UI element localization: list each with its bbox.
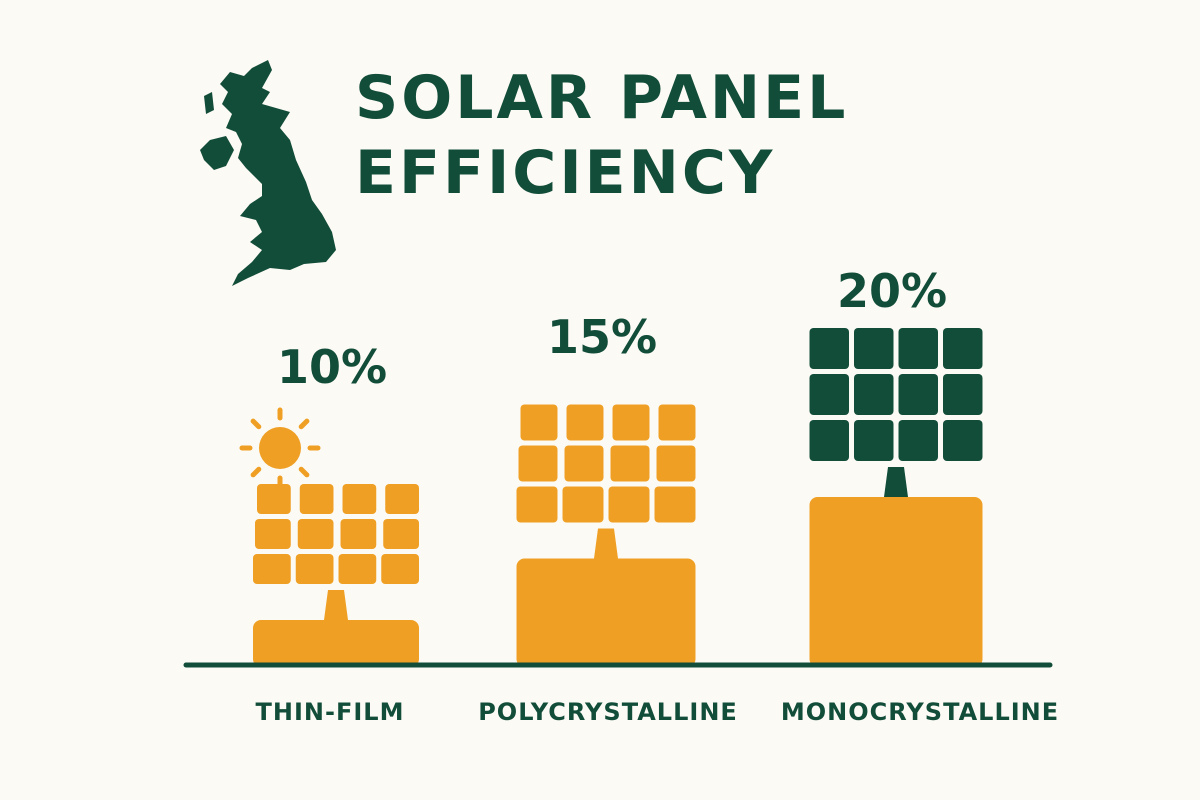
panel-cell <box>898 374 938 415</box>
data-label: 15% <box>547 310 657 364</box>
panel-cell <box>943 420 983 461</box>
panel-cell <box>253 554 291 584</box>
data-label: 10% <box>277 340 387 394</box>
panel-stand <box>324 590 348 620</box>
bar-group-polycrystalline: 15% <box>516 310 696 667</box>
panel-cell <box>516 486 558 523</box>
sun-icon <box>239 407 321 489</box>
panel-cell <box>854 328 894 369</box>
panel-cell <box>340 519 377 549</box>
panel-cell <box>520 404 558 441</box>
bar <box>809 497 983 667</box>
bar <box>253 620 419 667</box>
panel-cell <box>299 484 334 514</box>
bar-group-thin-film: 10% <box>253 340 419 667</box>
category-label: POLYCRYSTALLINE <box>478 698 738 726</box>
panel-stand <box>594 528 618 559</box>
panel-cell <box>854 420 894 461</box>
bar-group-monocrystalline: 20% <box>809 264 983 667</box>
panel-cell <box>809 420 849 461</box>
panel-cell <box>295 554 334 584</box>
panel-cell <box>612 404 650 441</box>
panel-cell <box>854 374 894 415</box>
solar-panel-icon <box>516 404 696 523</box>
panel-cell <box>943 328 983 369</box>
panel-cell <box>297 519 334 549</box>
category-label: MONOCRYSTALLINE <box>781 698 1059 726</box>
panel-cell <box>566 404 604 441</box>
panel-cell <box>383 519 419 549</box>
panel-cell <box>809 374 849 415</box>
panel-cell <box>342 484 377 514</box>
panel-cell <box>898 328 938 369</box>
panel-cell <box>898 420 938 461</box>
panel-cell <box>518 445 558 482</box>
chart-title-line-2: EFFICIENCY <box>355 138 776 208</box>
panel-cell <box>943 374 983 415</box>
panel-cell <box>610 445 650 482</box>
solar-panel-icon <box>253 484 419 584</box>
panel-cell <box>385 484 419 514</box>
panel-cell <box>658 404 696 441</box>
chart-title-line-1: SOLAR PANEL <box>355 63 849 133</box>
panel-cell <box>809 328 849 369</box>
panel-cell <box>338 554 377 584</box>
panel-cell <box>654 486 696 523</box>
panel-cell <box>564 445 604 482</box>
panel-cell <box>255 519 291 549</box>
panel-cell <box>656 445 696 482</box>
panel-cell <box>381 554 419 584</box>
panel-cell <box>608 486 650 523</box>
category-label: THIN-FILM <box>256 698 405 726</box>
solar-panel-icon <box>809 328 983 461</box>
panel-stand <box>884 467 908 497</box>
panel-cell <box>257 484 291 514</box>
uk-map-icon <box>200 60 336 286</box>
bar <box>516 558 696 667</box>
panel-cell <box>562 486 604 523</box>
data-label: 20% <box>837 264 947 318</box>
